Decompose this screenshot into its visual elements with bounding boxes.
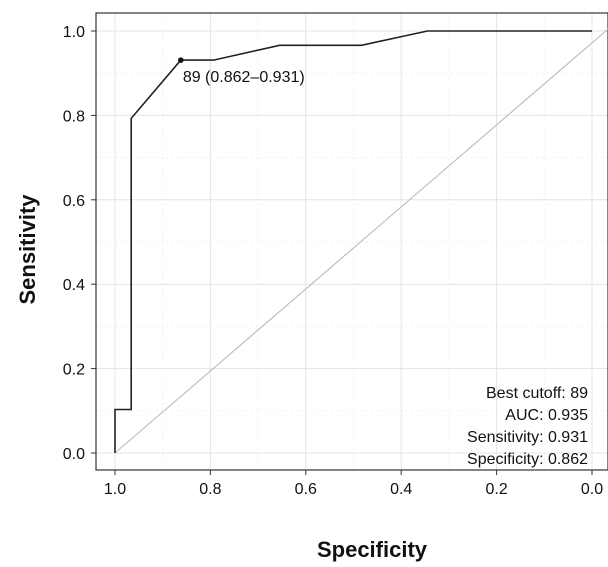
x-tick-label: 0.4 xyxy=(390,481,412,498)
y-tick-label: 0.4 xyxy=(63,277,85,294)
plot-panel-border xyxy=(95,12,608,471)
reference-diagonal-line xyxy=(114,28,608,454)
x-axis-title: Specificity xyxy=(317,537,428,562)
stats-line: Specificity: 0.862 xyxy=(467,451,588,468)
y-tick-label: 0.6 xyxy=(63,193,85,210)
y-tick-label: 0.0 xyxy=(63,446,85,463)
stats-line: Sensitivity: 0.931 xyxy=(467,429,588,446)
best-cutoff-label: 89 (0.862–0.931) xyxy=(183,69,305,86)
stats-line: AUC: 0.935 xyxy=(505,407,588,424)
y-axis-ticks: 0.0 0.2 0.4 0.6 0.8 1.0 xyxy=(63,24,96,463)
stats-line: Best cutoff: 89 xyxy=(486,385,588,402)
x-tick-label: 0.2 xyxy=(485,481,507,498)
y-axis-title: Sensitivity xyxy=(15,194,40,305)
stats-annotation: Best cutoff: 89 AUC: 0.935 Sensitivity: 0.… xyxy=(467,385,588,468)
best-cutoff-point xyxy=(178,57,184,63)
minor-grid xyxy=(96,13,608,470)
y-tick-label: 0.2 xyxy=(63,362,85,379)
x-tick-label: 0.6 xyxy=(295,481,317,498)
x-tick-label: 0.8 xyxy=(199,481,221,498)
x-tick-label: 1.0 xyxy=(104,481,126,498)
y-tick-label: 0.8 xyxy=(63,108,85,125)
major-grid xyxy=(96,13,608,470)
x-axis-ticks: 1.0 0.8 0.6 0.4 0.2 0.0 xyxy=(104,470,603,498)
x-tick-label: 0.0 xyxy=(581,481,603,498)
roc-curve xyxy=(114,30,592,453)
y-tick-label: 1.0 xyxy=(63,24,85,41)
